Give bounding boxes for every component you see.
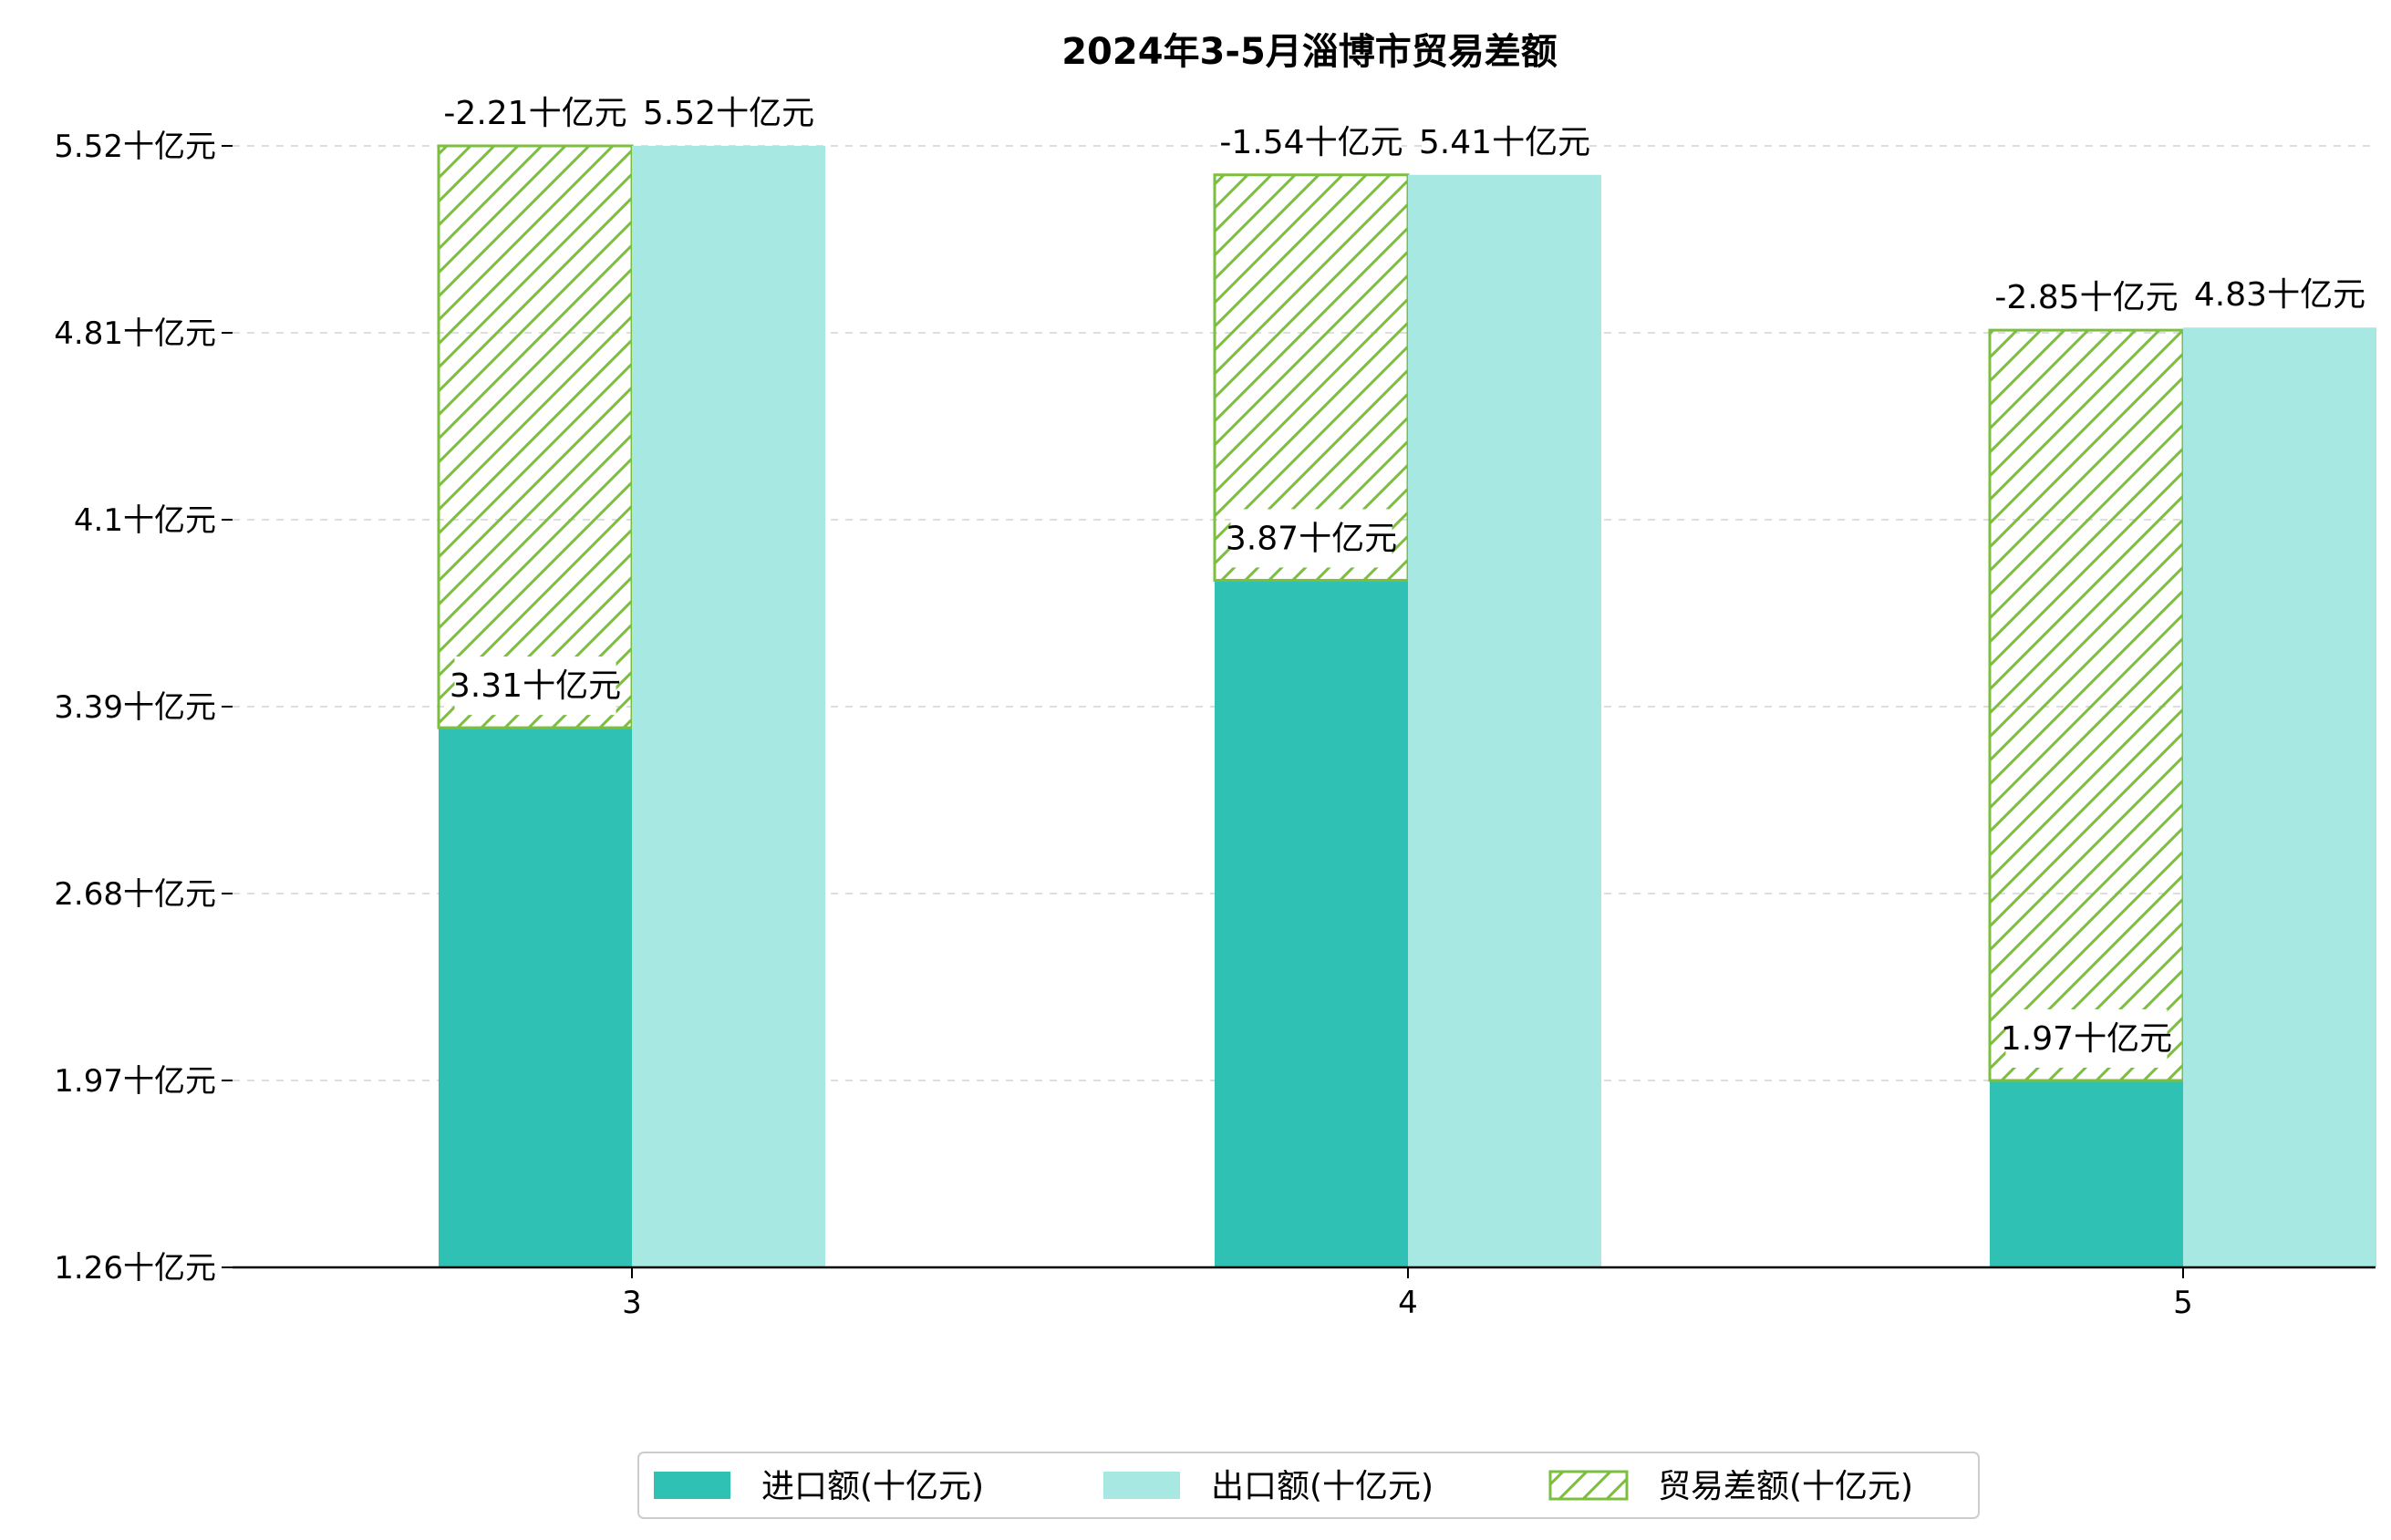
legend-swatch-export xyxy=(1103,1472,1180,1499)
data-label: 5.41十亿元 xyxy=(1419,112,1590,171)
x-tick-label: 4 xyxy=(1398,1285,1418,1321)
data-label: 3.87十亿元 xyxy=(1226,509,1397,568)
data-label-box xyxy=(1996,268,2177,327)
data-label-text: 3.87十亿元 xyxy=(1226,520,1397,557)
data-label-box xyxy=(1230,509,1392,568)
y-axis: 1.26十亿元 1.97十亿元 2.68十亿元 3.39十亿元 4.1十亿元 4.81十亿… xyxy=(54,129,233,1287)
legend: 进口额(十亿元) 出口额(十亿元) 贸易差额(十亿元) xyxy=(637,1452,1980,1519)
y-tick-label: 4.81十亿元 xyxy=(54,315,216,352)
data-label-text: 4.83十亿元 xyxy=(2194,276,2365,314)
data-label-box xyxy=(647,84,810,142)
data-label: 5.52十亿元 xyxy=(643,84,814,142)
import-bar xyxy=(1990,1080,2183,1267)
data-label-text: -2.85十亿元 xyxy=(1994,279,2178,316)
export-bar xyxy=(2183,327,2376,1267)
data-label-box xyxy=(2005,1009,2168,1068)
import-bar xyxy=(1215,580,1408,1267)
data-label: 1.97十亿元 xyxy=(2001,1009,2172,1068)
legend-box xyxy=(637,1452,1980,1519)
balance-bar xyxy=(1988,328,2185,1082)
legend-label: 出口额(十亿元) xyxy=(1211,1468,1434,1505)
data-labels: 5.52十亿元 -2.21十亿元 3.31十亿元 5.41十亿元 -1.54十亿元 3.8… xyxy=(443,84,2365,1068)
data-label: 3.31十亿元 xyxy=(450,656,621,716)
y-tick-label: 2.68十亿元 xyxy=(54,876,216,913)
legend-item: 贸易差额(十亿元) xyxy=(1548,1468,1913,1505)
data-label: 4.83十亿元 xyxy=(2194,265,2365,325)
data-label-box xyxy=(454,656,616,716)
bars xyxy=(437,144,2376,1268)
data-label-box xyxy=(1221,112,1402,171)
legend-item: 进口额(十亿元) xyxy=(654,1468,984,1505)
data-label-text: -2.21十亿元 xyxy=(443,95,626,132)
x-tick-label: 5 xyxy=(2173,1285,2193,1321)
chart-title: 2024年3-5月淄博市贸易差额 xyxy=(1061,31,1558,73)
x-axis: 3 4 5 xyxy=(233,1266,2375,1321)
y-tick-label: 1.26十亿元 xyxy=(54,1250,216,1287)
legend-swatch-balance xyxy=(1548,1470,1629,1501)
legend-swatch-import xyxy=(654,1472,730,1499)
data-label-text: 3.31十亿元 xyxy=(450,667,621,705)
import-bar xyxy=(439,728,632,1267)
y-tick-label: 4.1十亿元 xyxy=(74,502,216,539)
y-tick-label: 1.97十亿元 xyxy=(54,1063,216,1100)
balance-bar xyxy=(437,144,634,729)
export-bar xyxy=(1408,174,1601,1268)
legend-item: 出口额(十亿元) xyxy=(1103,1468,1434,1505)
y-tick-label: 5.52十亿元 xyxy=(54,129,216,165)
data-label-box xyxy=(1423,112,1586,171)
export-bar xyxy=(632,146,825,1267)
data-label-box xyxy=(445,84,626,142)
data-label: -2.21十亿元 xyxy=(443,84,627,142)
data-label: -1.54十亿元 xyxy=(1219,112,1403,171)
x-tick-label: 3 xyxy=(622,1285,642,1321)
data-label-text: -1.54十亿元 xyxy=(1219,124,1403,161)
legend-label: 贸易差额(十亿元) xyxy=(1658,1468,1913,1505)
data-label-text: 1.97十亿元 xyxy=(2001,1020,2172,1058)
data-label: -2.85十亿元 xyxy=(1994,268,2179,327)
y-tick-label: 3.39十亿元 xyxy=(54,689,216,726)
data-label-box xyxy=(2199,265,2361,325)
data-label-text: 5.41十亿元 xyxy=(1419,124,1590,161)
data-label-text: 5.52十亿元 xyxy=(643,95,814,132)
legend-label: 进口额(十亿元) xyxy=(761,1468,984,1505)
